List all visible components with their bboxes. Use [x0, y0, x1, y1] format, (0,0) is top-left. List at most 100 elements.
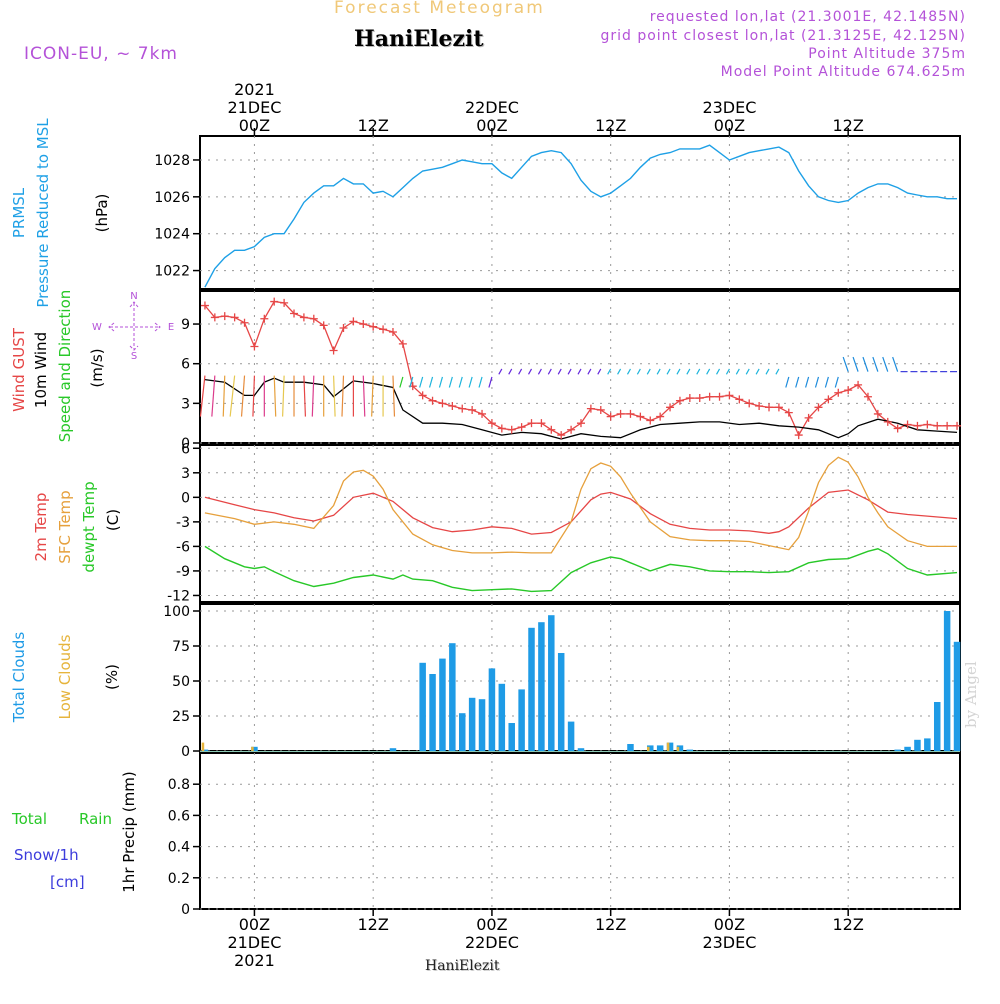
gust-point: [369, 322, 378, 331]
point-altitude: Point Altitude 375m: [808, 46, 966, 62]
top-time-label: 23DEC: [702, 98, 756, 117]
total-cloud-bar: [627, 744, 634, 751]
pressure-unit-label: (hPa): [93, 194, 111, 233]
gust-point: [596, 405, 605, 414]
gust-point: [695, 394, 704, 403]
sfc-temp-series-line: [204, 456, 957, 554]
wind-direction-arrow: [240, 375, 246, 417]
compass-w: W: [92, 322, 102, 333]
gust-point: [576, 419, 585, 428]
wind-direction-arrow: [399, 376, 404, 388]
wind-direction-arrow: [211, 375, 216, 417]
gust-point: [834, 388, 843, 397]
gust-point: [220, 312, 229, 321]
wind-direction-arrow: [478, 376, 483, 388]
total-cloud-bar: [419, 662, 426, 751]
gust-point: [497, 424, 506, 433]
temperature-panel-frame: [199, 444, 961, 603]
gust-point: [250, 342, 259, 351]
wind-direction-arrow: [676, 368, 681, 375]
pressure-series-line: [204, 144, 957, 288]
rain-label: Rain: [79, 810, 112, 828]
pressure-panel-frame: [199, 135, 961, 290]
requested-coords: requested lon,lat (21.3001E, 42.1485N): [649, 9, 966, 25]
total-cloud-bar: [943, 611, 951, 751]
gust-point: [349, 317, 358, 326]
gust-point: [517, 423, 526, 432]
gust-point: [270, 297, 279, 306]
gust-point: [765, 403, 774, 412]
wind-ytick-label: 3: [181, 396, 190, 412]
total-cloud-bar: [904, 746, 911, 751]
gust-point: [626, 409, 635, 418]
gust-point: [339, 324, 348, 333]
wind-direction-arrow: [527, 368, 533, 375]
gust-point: [379, 325, 388, 334]
wind-direction-arrow: [735, 368, 740, 375]
total-cloud-bar: [449, 643, 456, 751]
bottom-time-label: 21DEC: [227, 933, 281, 952]
wind-direction-arrow: [872, 356, 879, 372]
gust-point: [745, 399, 754, 408]
wind-direction-arrow: [508, 368, 513, 375]
gust-point: [210, 313, 219, 322]
gust-point: [953, 421, 962, 430]
gust-point: [933, 421, 942, 430]
wind-direction-arrow: [617, 368, 622, 375]
wind-direction-arrow: [341, 375, 345, 417]
precip-panel-frame: [199, 752, 961, 910]
top-time-label: 22DEC: [465, 98, 519, 117]
gust-point: [804, 413, 813, 422]
wind-direction-arrow: [636, 368, 641, 375]
total-cloud-bar: [538, 622, 545, 751]
model-label: ICON-EU, ~ 7km: [24, 44, 178, 64]
gust-point: [636, 412, 645, 421]
wind-direction-arrow: [842, 356, 849, 372]
gust-point: [418, 391, 427, 400]
bottom-time-label: 23DEC: [702, 933, 756, 952]
total-label: Total: [11, 810, 47, 828]
total-cloud-bar: [468, 697, 476, 751]
wind-direction-arrow: [577, 368, 582, 375]
low-cloud-bar: [676, 746, 680, 751]
gust-point: [903, 420, 912, 429]
total-cloud-bar: [577, 748, 585, 751]
gust-point: [844, 386, 853, 395]
total-cloud-bar: [528, 627, 535, 751]
gust-point: [656, 412, 665, 421]
wind-direction-arrow: [567, 368, 572, 375]
clouds-ytick-label: 25: [172, 709, 190, 725]
total-cloud-bar: [508, 723, 515, 751]
top-time-label: 12Z: [358, 116, 389, 135]
wind-direction-arrow: [448, 376, 453, 388]
gust-point: [329, 346, 338, 355]
temperature-ytick-label: -9: [176, 564, 190, 580]
bottom-time-label: 00Z: [476, 915, 507, 934]
bottom-time-label: 12Z: [358, 915, 389, 934]
gust-point: [359, 320, 368, 329]
total-cloud-bar: [458, 713, 466, 751]
wind-direction-arrow: [862, 356, 869, 372]
temperature-ytick-label: 3: [181, 466, 190, 482]
total-cloud-bar: [647, 745, 654, 751]
wind-direction-arrow: [805, 376, 810, 388]
dewpt-series-line: [204, 545, 958, 593]
total-cloud-bar: [498, 683, 506, 751]
total-cloud-bar: [518, 689, 525, 751]
wind-direction-arrow: [686, 368, 691, 375]
gust-point: [923, 420, 932, 429]
total-cloud-bar: [933, 702, 941, 751]
wind-direction-arrow: [419, 376, 424, 388]
gust-point: [854, 380, 863, 389]
gust-point: [230, 313, 239, 322]
wind-direction-arrow: [252, 375, 256, 417]
gust-point: [527, 419, 536, 428]
total-cloud-bar: [389, 748, 397, 751]
pressure-label-long: Pressure Reduced to MSL: [34, 118, 52, 308]
bottom-time-label: 12Z: [595, 915, 626, 934]
gust-label: Wind GUST: [10, 327, 28, 412]
precip-ytick-label: 0.8: [168, 777, 190, 793]
clouds-ytick-label: 0: [181, 744, 190, 760]
gust-point: [784, 408, 793, 417]
